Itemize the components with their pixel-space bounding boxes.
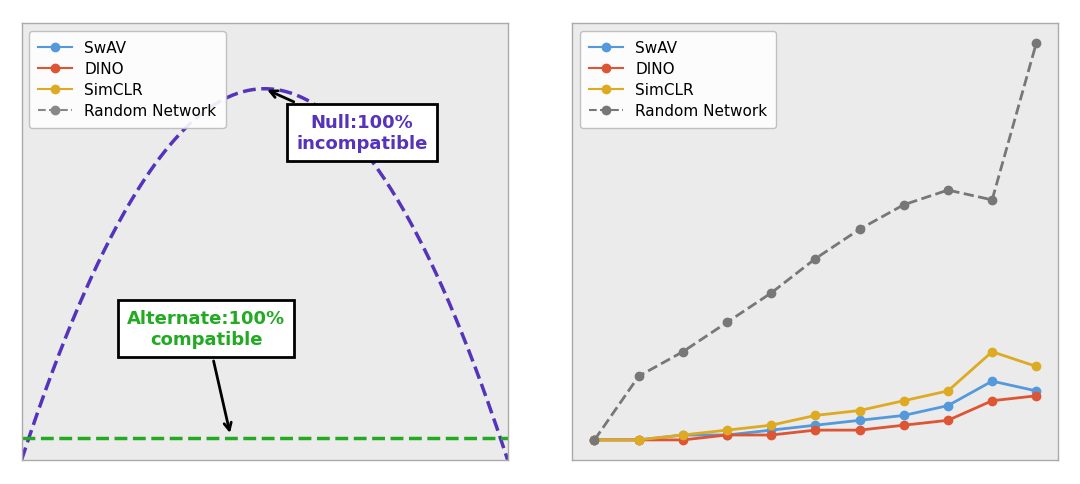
Legend: SwAV, DINO, SimCLR, Random Network: SwAV, DINO, SimCLR, Random Network: [29, 32, 226, 128]
Text: Null:100%
incompatible: Null:100% incompatible: [270, 91, 428, 152]
Legend: SwAV, DINO, SimCLR, Random Network: SwAV, DINO, SimCLR, Random Network: [580, 32, 777, 128]
Text: Alternate:100%
compatible: Alternate:100% compatible: [127, 310, 285, 430]
